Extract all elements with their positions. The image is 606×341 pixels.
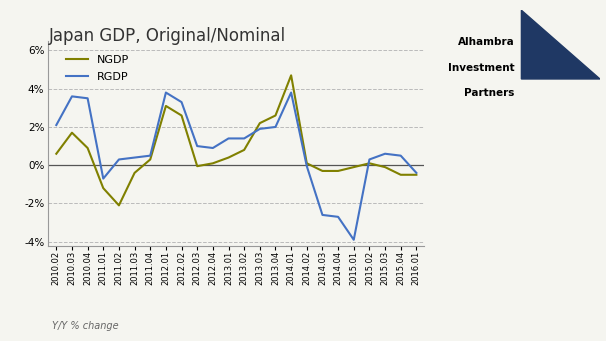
RGDP — [272, 125, 279, 129]
NGDP — [272, 114, 279, 118]
NGDP — [256, 121, 264, 125]
NGDP — [162, 104, 170, 108]
NGDP — [397, 173, 404, 177]
RGDP — [99, 177, 107, 181]
NGDP — [303, 161, 310, 165]
RGDP — [303, 164, 310, 168]
NGDP — [53, 152, 60, 156]
RGDP — [53, 123, 60, 127]
RGDP — [147, 153, 154, 158]
NGDP — [335, 169, 342, 173]
RGDP — [319, 213, 326, 217]
RGDP — [115, 158, 122, 162]
NGDP — [287, 73, 295, 77]
NGDP — [99, 186, 107, 190]
RGDP — [209, 146, 216, 150]
RGDP — [413, 171, 420, 175]
RGDP — [225, 136, 232, 140]
NGDP — [84, 146, 92, 150]
RGDP — [350, 238, 358, 242]
RGDP — [366, 158, 373, 162]
RGDP — [241, 136, 248, 140]
RGDP — [84, 96, 92, 100]
Line: NGDP: NGDP — [56, 75, 416, 205]
NGDP — [413, 173, 420, 177]
Text: Japan GDP, Original/Nominal: Japan GDP, Original/Nominal — [48, 27, 285, 45]
RGDP — [397, 153, 404, 158]
RGDP — [287, 90, 295, 94]
NGDP — [241, 148, 248, 152]
NGDP — [319, 169, 326, 173]
RGDP — [131, 155, 138, 160]
NGDP — [225, 155, 232, 160]
RGDP — [381, 152, 388, 156]
NGDP — [68, 131, 76, 135]
NGDP — [131, 171, 138, 175]
Text: Investment: Investment — [448, 62, 515, 73]
NGDP — [381, 165, 388, 169]
Text: Y/Y % change: Y/Y % change — [52, 321, 118, 331]
Legend: NGDP, RGDP: NGDP, RGDP — [62, 50, 134, 86]
RGDP — [162, 90, 170, 94]
NGDP — [209, 161, 216, 165]
RGDP — [193, 144, 201, 148]
Text: Partners: Partners — [464, 88, 515, 98]
NGDP — [178, 114, 185, 118]
NGDP — [193, 164, 201, 168]
NGDP — [115, 203, 122, 207]
RGDP — [68, 94, 76, 99]
NGDP — [350, 165, 358, 169]
Polygon shape — [521, 10, 600, 79]
Line: RGDP: RGDP — [56, 92, 416, 240]
Text: Alhambra: Alhambra — [458, 37, 515, 47]
RGDP — [256, 127, 264, 131]
RGDP — [178, 100, 185, 104]
NGDP — [366, 161, 373, 165]
NGDP — [147, 158, 154, 162]
RGDP — [335, 215, 342, 219]
